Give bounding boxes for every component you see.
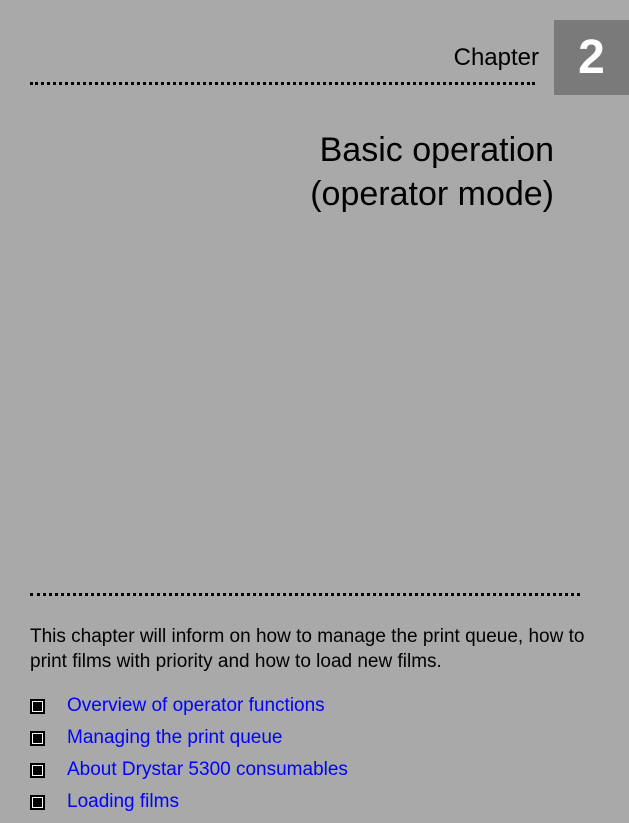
- toc-item: Managing the print queue: [30, 727, 590, 749]
- toc-link-managing[interactable]: Managing the print queue: [67, 727, 283, 749]
- chapter-number-box: 2: [554, 20, 629, 95]
- toc-link-loading[interactable]: Loading films: [67, 791, 179, 813]
- toc-item: Loading films: [30, 791, 590, 813]
- toc-list: Overview of operator functions Managing …: [30, 695, 590, 823]
- bullet-icon: [30, 763, 45, 778]
- toc-link-overview[interactable]: Overview of operator functions: [67, 695, 325, 717]
- toc-link-consumables[interactable]: About Drystar 5300 consumables: [67, 759, 348, 781]
- chapter-title-line1: Basic operation: [310, 128, 554, 172]
- bullet-icon: [30, 795, 45, 810]
- chapter-label: Chapter: [454, 44, 539, 72]
- chapter-title-line2: (operator mode): [310, 172, 554, 216]
- chapter-intro: This chapter will inform on how to manag…: [30, 625, 590, 674]
- toc-item: Overview of operator functions: [30, 695, 590, 717]
- bullet-icon: [30, 731, 45, 746]
- chapter-number: 2: [578, 30, 605, 85]
- divider-bottom: [30, 593, 580, 596]
- toc-item: About Drystar 5300 consumables: [30, 759, 590, 781]
- chapter-title: Basic operation (operator mode): [310, 128, 554, 216]
- divider-top: [30, 82, 535, 85]
- bullet-icon: [30, 699, 45, 714]
